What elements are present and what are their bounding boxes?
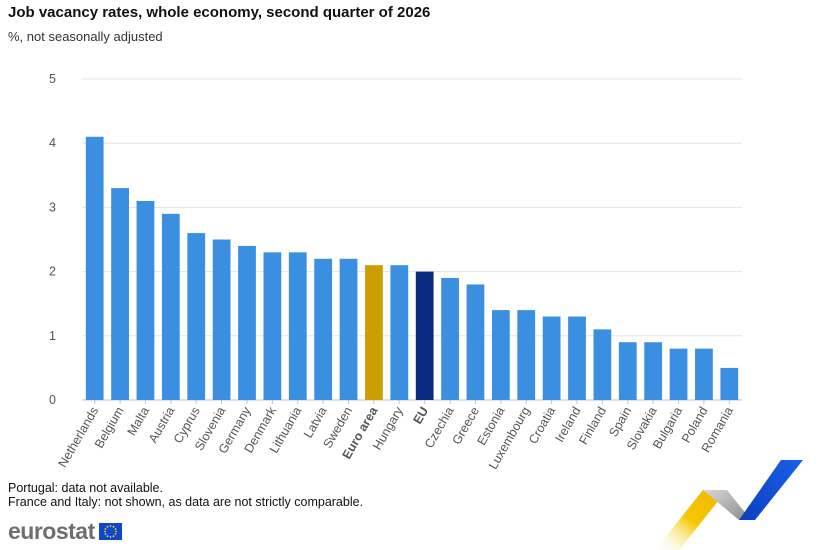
bar-latvia [314,258,333,400]
chart-title: Job vacancy rates, whole economy, second… [8,4,431,21]
x-tick-label: EU [410,405,431,427]
bar-ireland [568,316,586,400]
bar-germany [238,245,256,400]
y-tick-label: 0 [49,393,56,407]
footnote-portugal: Portugal: data not available. [8,481,163,495]
bar-malta [136,200,155,400]
x-tick-label: Netherlands [55,405,101,470]
bar-romania [720,367,739,400]
logo-text: eurostat [8,518,95,544]
bar-sweden [339,258,358,400]
y-tick-label: 3 [49,200,56,214]
bar-luxembourg [517,310,536,400]
y-tick-label: 5 [49,72,56,86]
bar-belgium [111,188,129,400]
bar-poland [695,348,713,400]
bar-euro-area [365,265,383,400]
y-tick-label: 4 [49,136,56,150]
eurostat-logo: eurostat [8,518,122,545]
bar-cyprus [187,233,206,400]
bar-eu [415,271,434,400]
bar-lithuania [288,252,307,400]
bar-austria [161,213,180,400]
bar-denmark [263,252,282,400]
bar-netherlands [85,136,104,400]
bar-slovakia [644,342,663,400]
bar-estonia [491,310,510,400]
y-tick-label: 2 [49,265,56,279]
eu-flag-icon [98,523,122,540]
bar-greece [466,284,485,400]
bar-slovenia [212,239,231,400]
bar-chart: 012345NetherlandsBelgiumMaltaAustriaCypr… [49,72,742,472]
footnote-france-italy: France and Italy: not shown, as data are… [8,495,364,509]
bar-finland [593,329,612,400]
footnotes: Portugal: data not available. France and… [8,481,363,509]
bar-hungary [390,265,409,400]
eurostat-corner-graphic [655,460,803,550]
y-tick-label: 1 [49,329,56,343]
bar-bulgaria [669,348,688,400]
bar-croatia [542,316,561,400]
chart-subtitle: %, not seasonally adjusted [8,29,163,44]
bar-czechia [441,278,459,400]
bar-spain [618,342,637,400]
